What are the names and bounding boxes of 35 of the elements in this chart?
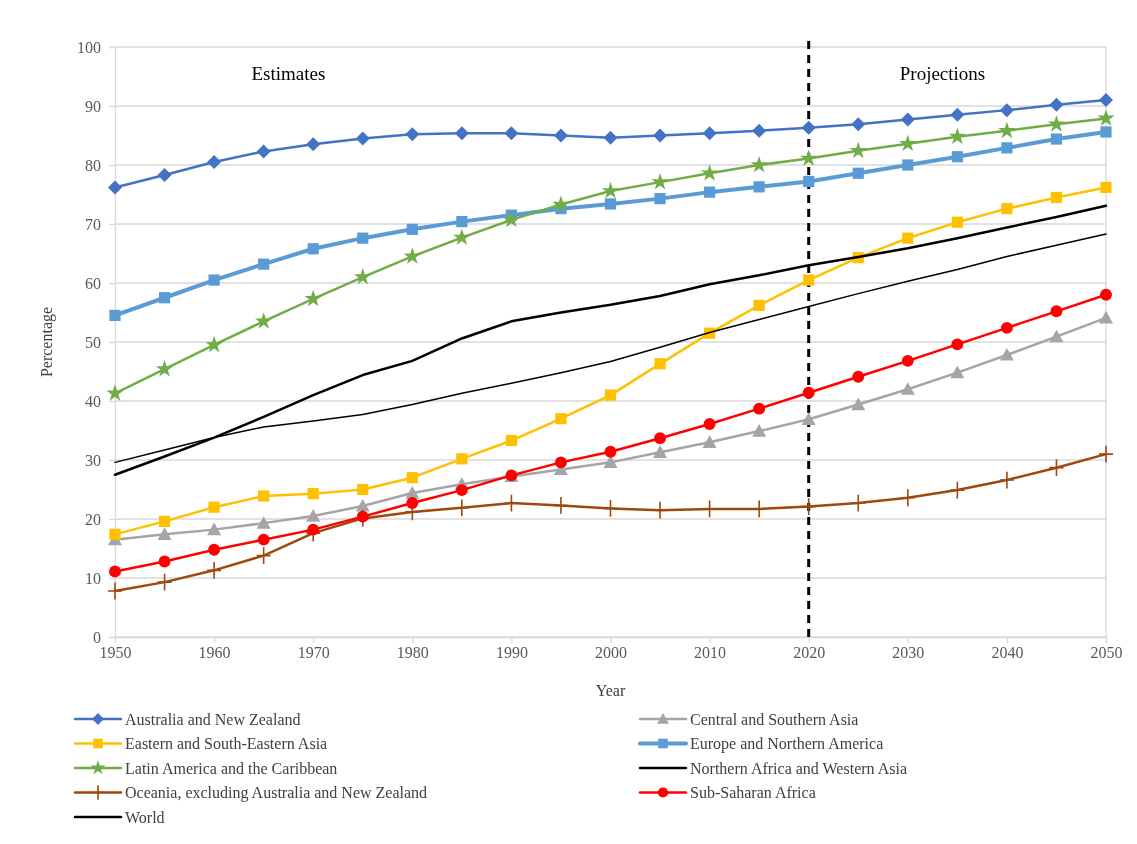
annotation: Projections	[899, 63, 986, 84]
legend-label: Sub-Saharan Africa	[690, 784, 816, 801]
x-tick-label: 1950	[99, 644, 132, 662]
legend-label: Northern Africa and Western Asia	[690, 759, 908, 777]
y-tick-label: 20	[85, 510, 101, 528]
x-tick-label: 2030	[892, 644, 925, 662]
x-tick-label: 2050	[1090, 644, 1123, 662]
y-tick-label: 100	[77, 38, 101, 56]
y-tick-label: 90	[85, 97, 101, 115]
legend-label: Central and Southern Asia	[690, 710, 859, 728]
legend-label: Latin America and the Caribbean	[125, 759, 338, 777]
y-tick-label: 60	[85, 274, 101, 292]
legend-label: World	[125, 808, 165, 826]
legend-label: Australia and New Zealand	[125, 710, 301, 728]
x-tick-label: 2010	[694, 644, 727, 662]
y-tick-label: 70	[85, 215, 101, 233]
y-tick-label: 50	[85, 333, 101, 351]
legend-label: Eastern and South-Eastern Asia	[125, 735, 328, 752]
y-tick-label: 0	[93, 628, 101, 646]
y-tick-label: 10	[85, 569, 101, 587]
y-axis-title: Percentage	[38, 306, 56, 378]
annotation: Estimates	[251, 63, 326, 84]
y-tick-label: 40	[85, 392, 101, 410]
legend-label: Europe and Northern America	[690, 735, 884, 753]
y-tick-label: 30	[85, 451, 101, 469]
x-axis-title: Year	[595, 682, 626, 699]
x-tick-label: 2000	[595, 644, 627, 662]
x-tick-label: 1970	[297, 644, 330, 662]
legend-label: Oceania, excluding Australia and New Zealand	[125, 784, 428, 802]
x-tick-label: 1990	[495, 644, 528, 662]
y-tick-label: 80	[85, 156, 101, 174]
x-tick-label: 1960	[198, 644, 231, 662]
x-tick-label: 2020	[793, 644, 826, 662]
x-tick-label: 2040	[991, 644, 1024, 662]
x-tick-label: 1980	[396, 644, 429, 662]
